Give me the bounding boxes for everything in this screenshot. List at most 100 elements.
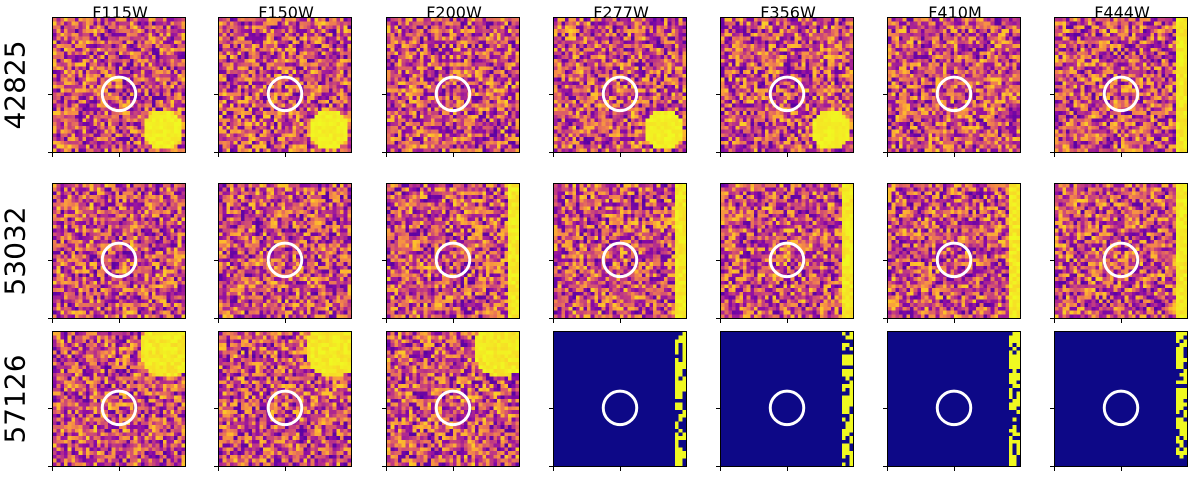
axis-tick <box>48 318 52 319</box>
axis-tick <box>1050 466 1054 467</box>
axis-tick <box>382 318 386 319</box>
axis-tick <box>214 260 218 261</box>
cutout-panel <box>720 17 854 153</box>
axis-tick <box>52 153 53 157</box>
source-id-label: 42825 <box>0 40 32 130</box>
axis-tick <box>620 319 621 323</box>
axis-tick <box>549 408 553 409</box>
cutout-image <box>888 18 1020 152</box>
axis-tick <box>716 408 720 409</box>
axis-tick <box>883 408 887 409</box>
cutout-panel <box>887 183 1021 319</box>
cutout-image <box>53 18 185 152</box>
aperture-circle-icon <box>768 241 806 279</box>
axis-tick <box>716 466 720 467</box>
axis-tick <box>549 152 553 153</box>
axis-tick <box>1054 319 1055 323</box>
aperture-circle-icon <box>100 75 138 113</box>
axis-tick <box>1054 467 1055 471</box>
aperture-circle-icon <box>266 241 304 279</box>
axis-tick <box>453 319 454 323</box>
cutout-panel <box>1054 331 1188 467</box>
axis-tick <box>887 467 888 471</box>
axis-tick <box>1121 153 1122 157</box>
aperture-circle-icon <box>935 389 973 427</box>
aperture-circle-icon <box>768 75 806 113</box>
axis-tick <box>214 152 218 153</box>
cutout-image <box>721 332 853 466</box>
aperture-circle-icon <box>266 75 304 113</box>
cutout-panel <box>1054 17 1188 153</box>
aperture-circle-icon <box>434 75 472 113</box>
cutout-panel <box>218 183 352 319</box>
cutout-panel <box>553 17 687 153</box>
axis-tick <box>52 319 53 323</box>
axis-tick <box>48 94 52 95</box>
axis-tick <box>716 94 720 95</box>
aperture-circle-icon <box>100 241 138 279</box>
source-id-label: 53032 <box>0 206 32 296</box>
axis-tick <box>787 319 788 323</box>
axis-tick <box>453 153 454 157</box>
axis-tick <box>386 319 387 323</box>
aperture-circle-icon <box>1102 389 1140 427</box>
axis-tick <box>1054 153 1055 157</box>
cutout-image <box>554 184 686 318</box>
cutout-image <box>387 332 519 466</box>
axis-tick <box>954 153 955 157</box>
aperture-circle-icon <box>1102 241 1140 279</box>
cutout-panel <box>386 331 520 467</box>
axis-tick <box>553 319 554 323</box>
axis-tick <box>883 318 887 319</box>
axis-tick <box>787 153 788 157</box>
axis-tick <box>954 467 955 471</box>
axis-tick <box>382 94 386 95</box>
axis-tick <box>453 467 454 471</box>
axis-tick <box>382 466 386 467</box>
axis-tick <box>620 153 621 157</box>
cutout-panel <box>887 331 1021 467</box>
axis-tick <box>48 408 52 409</box>
axis-tick <box>716 318 720 319</box>
axis-tick <box>52 467 53 471</box>
axis-tick <box>119 467 120 471</box>
axis-tick <box>214 318 218 319</box>
axis-tick <box>883 466 887 467</box>
aperture-circle-icon <box>100 389 138 427</box>
cutout-image <box>1055 184 1187 318</box>
axis-tick <box>1050 408 1054 409</box>
aperture-circle-icon <box>434 241 472 279</box>
axis-tick <box>382 260 386 261</box>
axis-tick <box>48 152 52 153</box>
cutout-image <box>53 184 185 318</box>
cutout-image <box>219 184 351 318</box>
axis-tick <box>720 467 721 471</box>
axis-tick <box>48 260 52 261</box>
axis-tick <box>386 467 387 471</box>
axis-tick <box>553 153 554 157</box>
cutout-image <box>387 184 519 318</box>
aperture-circle-icon <box>601 389 639 427</box>
cutout-panel <box>553 331 687 467</box>
axis-tick <box>386 153 387 157</box>
cutout-image <box>888 184 1020 318</box>
axis-tick <box>1050 94 1054 95</box>
axis-tick <box>720 153 721 157</box>
aperture-circle-icon <box>768 389 806 427</box>
aperture-circle-icon <box>434 389 472 427</box>
cutout-image <box>219 18 351 152</box>
aperture-circle-icon <box>601 75 639 113</box>
axis-tick <box>883 260 887 261</box>
axis-tick <box>285 319 286 323</box>
cutout-panel <box>720 183 854 319</box>
axis-tick <box>720 319 721 323</box>
axis-tick <box>119 153 120 157</box>
cutout-image <box>1055 18 1187 152</box>
axis-tick <box>954 319 955 323</box>
cutout-panel <box>553 183 687 319</box>
cutout-image <box>554 332 686 466</box>
cutout-image <box>721 184 853 318</box>
axis-tick <box>214 408 218 409</box>
axis-tick <box>549 318 553 319</box>
